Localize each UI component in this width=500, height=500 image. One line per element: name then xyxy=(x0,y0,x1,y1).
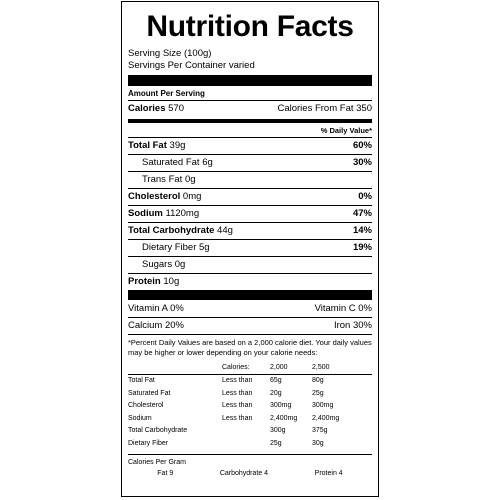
nutrition-facts-label: Nutrition Facts Serving Size (100g) Serv… xyxy=(121,1,379,497)
nutrient-row-saturated-fat: Saturated Fat 6g 30% xyxy=(128,154,372,171)
calories-row: Calories 570 Calories From Fat 350 xyxy=(128,100,372,117)
nutrient-amount: 0g xyxy=(184,174,196,185)
nutrient-dv: 30% xyxy=(352,157,372,168)
vitamin-row: Vitamin A 0% Vitamin C 0% xyxy=(128,301,372,317)
nutrient-dv: 47% xyxy=(352,208,372,219)
amount-per-serving: Amount Per Serving xyxy=(128,89,205,98)
nutrient-row-total-fat: Total Fat 39g 60% xyxy=(128,137,372,154)
daily-value-footnote: *Percent Daily Values are based on a 2,0… xyxy=(128,338,372,357)
vitamin-a: Vitamin A 0% xyxy=(128,303,184,314)
thick-divider xyxy=(128,290,372,300)
nutrient-amount: 0g xyxy=(174,259,186,270)
nutrient-row-trans-fat: Trans Fat 0g xyxy=(128,171,372,188)
nutrient-row-dietary-fiber: Dietary Fiber 5g 19% xyxy=(128,239,372,256)
nutrient-dv: 14% xyxy=(352,225,372,236)
calcium: Calcium 20% xyxy=(128,320,184,331)
nutrient-label: Dietary Fiber xyxy=(142,242,197,253)
table-header-2500: 2,500 xyxy=(312,361,372,375)
nutrient-dv: 60% xyxy=(352,140,372,151)
nutrient-dv: 0% xyxy=(358,191,372,202)
nutrient-label: Cholesterol xyxy=(128,191,181,202)
nutrient-label: Sugars xyxy=(142,259,173,270)
servings-per-container: Servings Per Container varied xyxy=(128,60,255,71)
thick-divider xyxy=(128,75,372,86)
table-row: Saturated Fat Less than 20g 25g xyxy=(128,389,324,397)
mineral-row: Calcium 20% Iron 30% xyxy=(128,317,372,334)
table-row: Dietary Fiber 25g 30g xyxy=(128,439,324,447)
nutrient-amount: 39g xyxy=(169,140,186,151)
iron: Iron 30% xyxy=(333,320,372,331)
nutrient-label: Total Fat xyxy=(128,140,167,151)
nutrient-label: Total Carbohydrate xyxy=(128,225,215,236)
nutrient-label: Sodium xyxy=(128,208,163,219)
table-row: Total Fat Less than 65g 80g xyxy=(128,377,324,384)
nutrient-dv: 19% xyxy=(352,242,372,253)
daily-value-header: % Daily Value* xyxy=(320,126,372,135)
table-row: Sodium Less than 2,400mg 2,400mg xyxy=(128,414,340,422)
nutrient-row-sodium: Sodium 1120mg 47% xyxy=(128,205,372,222)
nutrient-amount: 44g xyxy=(217,225,233,236)
nutrient-row-protein: Protein 10g xyxy=(128,273,372,290)
cpg-protein: Protein 4 xyxy=(314,469,343,477)
vitamin-c: Vitamin C 0% xyxy=(314,303,372,314)
calories-per-gram-values: Fat 9 Carbohydrate 4 Protein 4 xyxy=(128,468,372,479)
nutrient-row-total-carbohydrate: Total Carbohydrate 44g 14% xyxy=(128,222,372,239)
daily-value-table: Calories: 2,000 2,500 Total Fat Less tha… xyxy=(128,361,372,451)
label-title: Nutrition Facts xyxy=(146,10,354,43)
nutrient-label: Trans Fat xyxy=(142,174,183,185)
calories-from-fat: Calories From Fat 350 xyxy=(277,103,372,114)
calories-label: Calories xyxy=(128,103,166,114)
table-header-calories: Calories: xyxy=(222,361,270,375)
nutrient-amount: 1120mg xyxy=(165,208,200,219)
medium-divider xyxy=(128,119,372,123)
nutrient-row-sugars: Sugars 0g xyxy=(128,256,372,273)
nutrient-amount: 5g xyxy=(199,242,210,253)
nutrient-label: Protein xyxy=(128,276,161,287)
nutrient-amount: 0mg xyxy=(182,191,202,202)
nutrient-label: Saturated Fat xyxy=(142,157,200,168)
table-row: Total Carbohydrate 300g 375g xyxy=(128,427,328,435)
calories-value: 570 xyxy=(168,103,184,114)
calories-per-gram-label: Calories Per Gram xyxy=(128,453,372,468)
nutrient-amount: 6g xyxy=(202,157,213,168)
nutrient-amount: 10g xyxy=(163,276,180,287)
cpg-fat: Fat 9 xyxy=(157,469,174,477)
divider xyxy=(128,334,372,335)
table-header-row: Calories: 2,000 2,500 xyxy=(128,361,372,375)
cpg-carbohydrate: Carbohydrate 4 xyxy=(219,469,269,477)
table-header-2000: 2,000 xyxy=(270,361,312,375)
serving-size: Serving Size (100g) xyxy=(128,48,212,59)
nutrient-row-cholesterol: Cholesterol 0mg 0% xyxy=(128,188,372,205)
table-row: Cholesterol Less than 300mg 300mg xyxy=(128,402,334,410)
